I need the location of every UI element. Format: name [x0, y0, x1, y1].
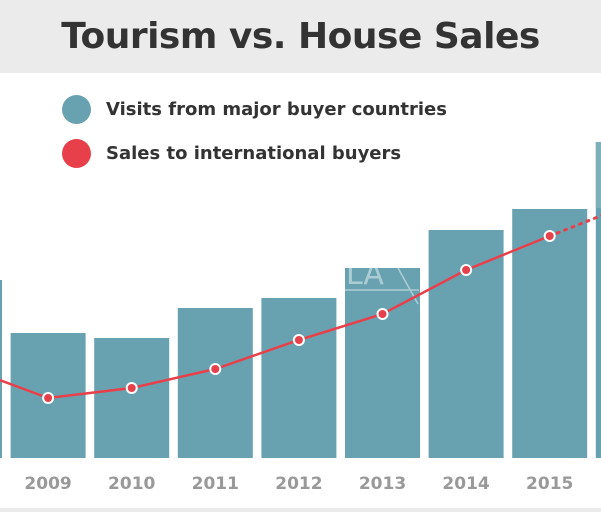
- sales-point-2010: [125, 382, 138, 394]
- legend-swatch-sales: [62, 138, 91, 168]
- x-axis-ticks: 2009 2010 2011 2012 2013 2014 2015: [24, 474, 573, 494]
- sales-point-2013: [376, 308, 389, 320]
- x-tick-2014: 2014: [442, 474, 489, 494]
- x-tick-2012: 2012: [275, 474, 322, 494]
- x-tick-2011: 2011: [192, 474, 239, 494]
- sales-line-projected: [548, 214, 601, 238]
- bar-2015: [512, 209, 588, 458]
- chart-title: Tourism vs. House Sales: [61, 16, 540, 57]
- bar-2010: [94, 338, 170, 458]
- bar-series: [0, 142, 601, 458]
- bar-2012: [261, 298, 337, 458]
- x-tick-2009: 2009: [24, 474, 71, 494]
- legend-swatch-visits: [62, 94, 91, 124]
- legend-label-visits: Visits from major buyer countries: [106, 98, 447, 120]
- line-series: [0, 214, 601, 404]
- svg-text:LA: LA: [346, 257, 384, 292]
- legend: Visits from major buyer countries Sales …: [62, 94, 447, 186]
- sales-point-2015: [543, 230, 556, 242]
- x-tick-2013: 2013: [359, 474, 406, 494]
- bar-2011: [177, 308, 253, 458]
- sales-point-2014: [460, 264, 473, 276]
- x-tick-2015: 2015: [526, 474, 573, 494]
- legend-item-sales: Sales to international buyers: [62, 138, 447, 168]
- legend-item-visits: Visits from major buyer countries: [62, 94, 447, 124]
- bar-2008: [0, 280, 2, 458]
- sales-point-2009: [42, 392, 55, 404]
- bar-projected-segment: [595, 142, 601, 208]
- sales-point-2011: [209, 363, 222, 375]
- sales-line: [0, 234, 551, 400]
- bottom-divider: [0, 508, 601, 512]
- legend-label-sales: Sales to international buyers: [106, 142, 402, 164]
- bar-2013: [345, 268, 420, 458]
- x-tick-2010: 2010: [108, 474, 155, 494]
- sales-point-2012: [292, 334, 305, 346]
- bar-2016: [595, 142, 601, 458]
- title-bar: Tourism vs. House Sales: [0, 0, 601, 73]
